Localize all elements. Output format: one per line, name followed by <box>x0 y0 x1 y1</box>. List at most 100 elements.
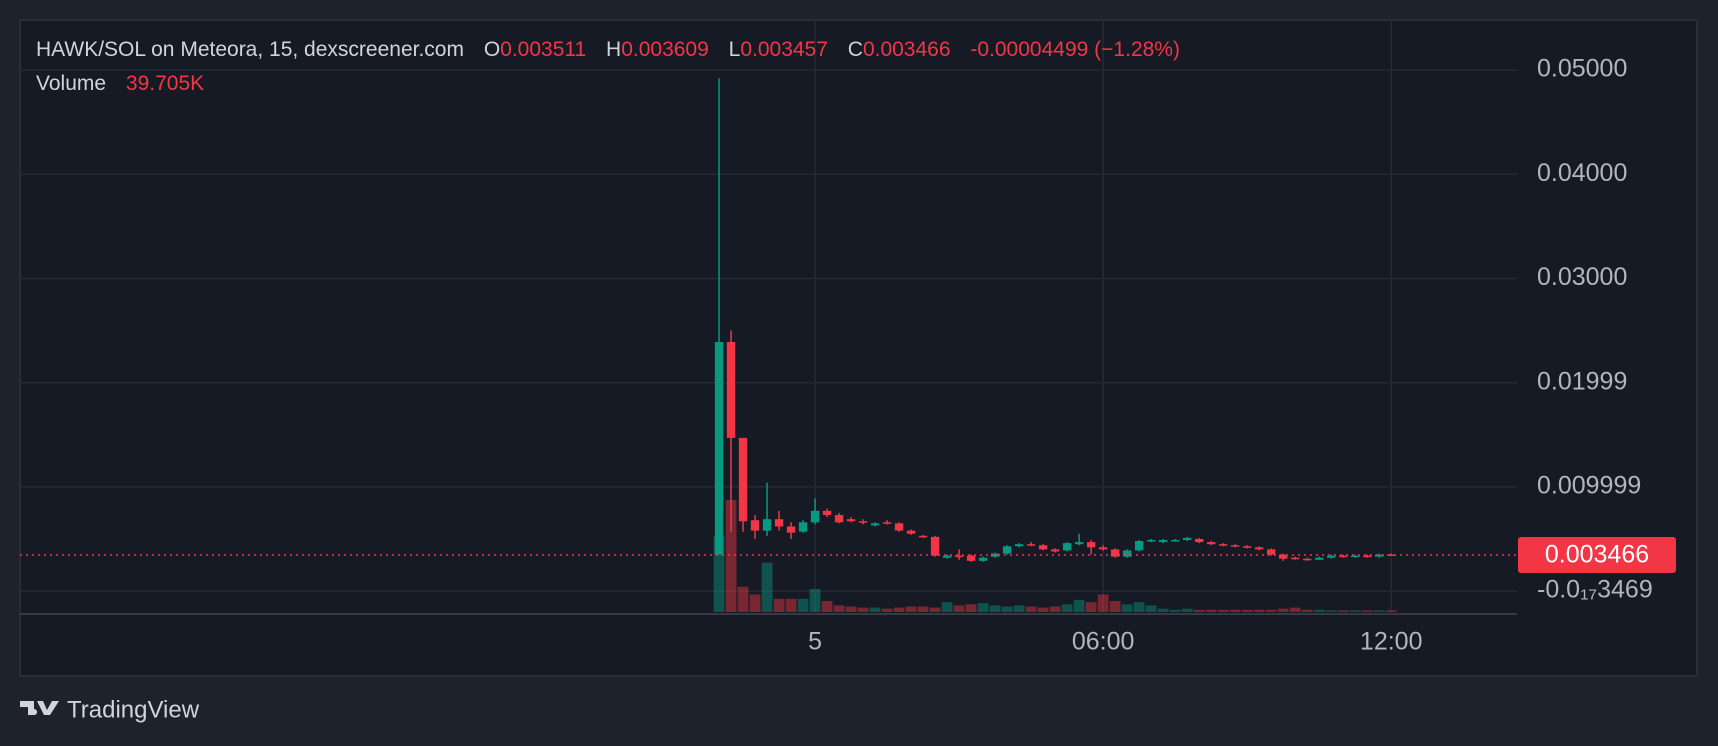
volume-bar <box>1373 610 1385 612</box>
x-tick-label: 5 <box>808 628 822 656</box>
candle-body <box>1170 540 1180 542</box>
volume-bar <box>1181 608 1193 612</box>
volume-bar <box>929 607 941 612</box>
volume-bar <box>1049 606 1061 612</box>
y-tick-label: 0.009999 <box>1537 471 1641 499</box>
volume-bar <box>749 594 761 612</box>
candle-body <box>1194 538 1204 543</box>
candle-body <box>1110 549 1120 557</box>
candle-body <box>918 535 928 538</box>
candle-body <box>1363 555 1372 558</box>
candle-body <box>978 557 988 561</box>
candle-body <box>870 523 880 526</box>
volume-bar <box>941 602 953 612</box>
candle-body <box>1254 547 1264 550</box>
candle-body <box>1278 554 1288 559</box>
volume-bar <box>1337 610 1349 612</box>
candle-body <box>894 523 904 531</box>
volume-bar <box>869 607 881 612</box>
candle-body <box>1158 540 1168 543</box>
brand-logo <box>20 701 59 715</box>
volume-bar <box>881 608 893 612</box>
brand: TradingView <box>20 696 200 723</box>
candle-body <box>786 526 796 533</box>
volume-bar <box>785 598 797 612</box>
candle-body <box>1387 554 1396 556</box>
candle-body <box>1266 549 1276 555</box>
candle-body <box>1062 543 1072 551</box>
y-tick-label: -0.0₁₇3469 <box>1537 576 1653 604</box>
volume-bar <box>1229 609 1241 612</box>
volume-bar <box>917 606 929 612</box>
volume-bar <box>1349 610 1361 612</box>
volume-bar <box>797 598 809 612</box>
volume-bar <box>809 588 821 612</box>
volume-bar <box>761 562 773 612</box>
volume-bars <box>713 500 1397 612</box>
volume-bar <box>1121 604 1133 612</box>
x-tick-label: 12:00 <box>1360 628 1423 656</box>
close-value: 0.003466 <box>862 38 951 61</box>
candle-body <box>930 536 940 556</box>
volume-bar <box>1157 608 1169 612</box>
volume-bar <box>773 598 785 612</box>
change: -0.00004499 <box>970 38 1089 61</box>
volume-bar <box>1169 609 1181 612</box>
volume-bar <box>725 500 737 612</box>
candle-body <box>990 553 1000 557</box>
volume-bar <box>845 606 857 612</box>
candle-body <box>1242 546 1252 548</box>
candle-body <box>798 522 808 532</box>
candle-body <box>942 555 952 558</box>
volume-bar <box>1061 604 1073 612</box>
candle-body <box>1038 545 1048 550</box>
candle-body <box>834 515 844 523</box>
candle-body <box>1086 542 1096 548</box>
volume-bar <box>1361 610 1373 612</box>
volume-name: Volume <box>36 72 107 95</box>
candle-body <box>1026 544 1036 546</box>
candle-body <box>1314 557 1324 560</box>
volume-legend: Volume 39.705K <box>36 72 204 96</box>
volume-bar <box>977 603 989 612</box>
volume-bar <box>1277 608 1289 612</box>
candle-body <box>1098 547 1108 550</box>
candle-body <box>738 437 748 522</box>
volume-bar <box>989 605 1001 612</box>
volume-value: 39.705K <box>125 72 205 95</box>
volume-bar <box>1025 606 1037 612</box>
volume-bar <box>1001 606 1013 612</box>
volume-bar <box>1013 605 1025 612</box>
candle-body <box>822 510 832 515</box>
volume-bar <box>905 606 917 612</box>
volume-bar <box>857 607 869 612</box>
volume-bar <box>1217 609 1229 612</box>
volume-bar <box>821 601 833 612</box>
candle-body <box>1050 549 1060 552</box>
candle-body <box>1014 544 1024 547</box>
volume-bar <box>1193 609 1205 612</box>
chart-frame <box>19 19 1698 677</box>
volume-bar <box>1289 607 1301 612</box>
candle-body <box>1218 544 1228 546</box>
volume-bar <box>1253 609 1265 612</box>
candle-body <box>954 555 964 558</box>
brand-name: TradingView <box>67 696 200 723</box>
candle-body <box>726 342 736 438</box>
y-tick-label: 0.01999 <box>1537 367 1627 395</box>
volume-bar <box>1325 610 1337 612</box>
candle-body <box>750 520 760 531</box>
volume-bar <box>1109 601 1121 612</box>
candle-body <box>1002 546 1012 554</box>
candle-body <box>1206 542 1216 545</box>
y-tick-label: 0.05000 <box>1537 55 1627 83</box>
candle-body <box>1230 545 1240 547</box>
candle-body <box>1375 554 1384 557</box>
volume-bar <box>1385 610 1397 612</box>
candle-body <box>1351 555 1360 558</box>
volume-bar <box>713 536 725 612</box>
volume-bar <box>953 605 965 612</box>
low-value: 0.003457 <box>740 38 828 61</box>
volume-bar <box>737 586 749 612</box>
